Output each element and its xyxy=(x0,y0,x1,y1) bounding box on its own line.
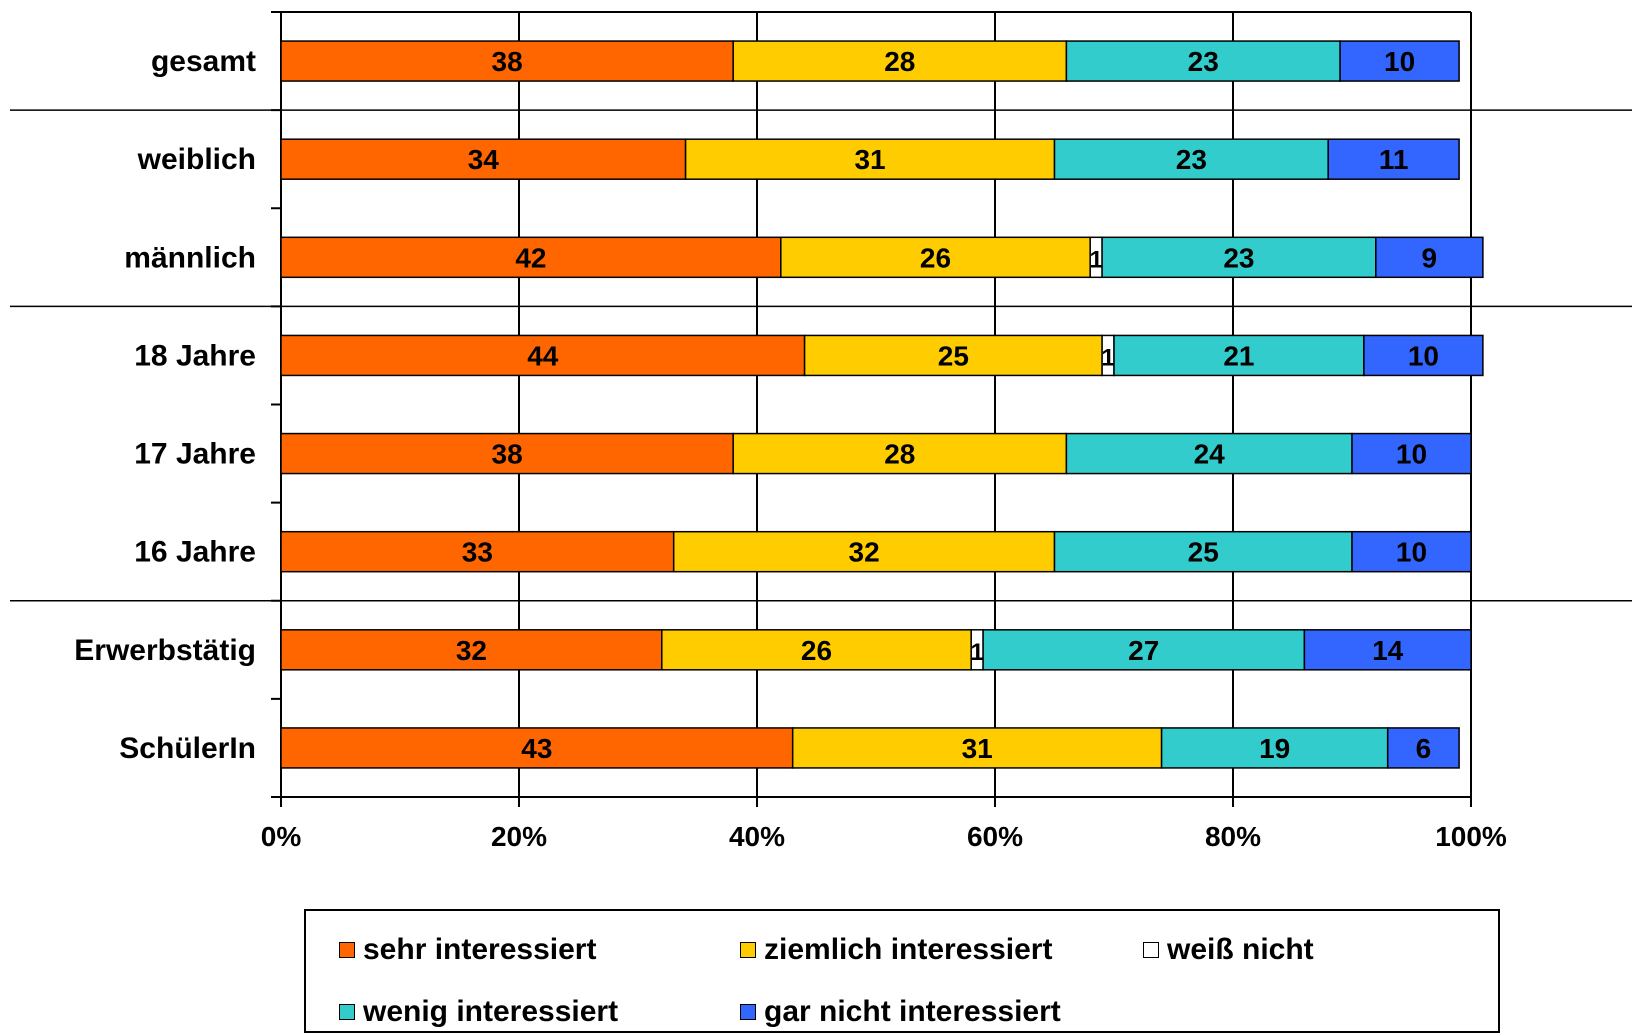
x-tick-label: 60% xyxy=(967,821,1023,852)
legend-swatch xyxy=(1143,942,1159,958)
data-label: 34 xyxy=(468,144,500,175)
data-label: 19 xyxy=(1259,733,1290,764)
data-label: 32 xyxy=(456,635,487,666)
bar-segment xyxy=(280,629,663,671)
legend-swatch xyxy=(339,1004,355,1020)
bar-segment xyxy=(1339,40,1460,82)
data-label: 38 xyxy=(492,46,523,77)
legend-label: gar nicht interessiert xyxy=(764,995,1061,1028)
bar-segment xyxy=(684,138,1056,180)
legend-item: weiß nicht xyxy=(1143,933,1314,967)
data-label: 28 xyxy=(884,46,915,77)
data-label: 44 xyxy=(527,340,559,371)
data-label: 42 xyxy=(515,242,546,273)
legend-item: ziemlich interessiert xyxy=(740,933,1052,967)
x-tick-label: 80% xyxy=(1205,821,1261,852)
bar-segment xyxy=(780,236,1091,279)
category-label: männlich xyxy=(124,241,256,274)
legend: sehr interessiert ziemlich interessiert we… xyxy=(304,909,1500,1033)
legend-label: sehr interessiert xyxy=(363,933,597,966)
data-label: 10 xyxy=(1384,46,1415,77)
bar-segment xyxy=(1386,727,1460,769)
legend-item: sehr interessiert xyxy=(339,933,596,967)
bar-segment xyxy=(1065,40,1341,82)
data-label: 10 xyxy=(1396,439,1427,470)
bar-segment xyxy=(672,530,1056,573)
bar-segment xyxy=(732,432,1068,475)
bar-segment xyxy=(280,40,734,82)
bar-segment xyxy=(280,432,734,475)
legend-swatch xyxy=(339,942,355,958)
x-tick-label: 100% xyxy=(1435,821,1507,852)
x-tick-label: 40% xyxy=(729,821,785,852)
category-label: gesamt xyxy=(151,45,256,78)
stacked-bar-chart: 0% 20% 40% 60% 80% 100% gesamt 38 28 23 10 weiblich… xyxy=(10,11,1632,852)
bar-segment xyxy=(1303,629,1472,671)
data-label: 1 xyxy=(1101,344,1114,371)
data-label: 11 xyxy=(1379,144,1409,175)
bar-segment xyxy=(280,727,794,769)
data-label: 25 xyxy=(938,340,969,371)
data-label: 10 xyxy=(1408,340,1439,371)
data-label: 26 xyxy=(801,635,832,666)
legend-label: weiß nicht xyxy=(1167,933,1314,966)
data-label: 38 xyxy=(492,439,523,470)
legend-item: gar nicht interessiert xyxy=(740,995,1061,1029)
data-label: 33 xyxy=(462,537,493,568)
legend-item: wenig interessiert xyxy=(339,995,618,1029)
data-label: 14 xyxy=(1372,635,1404,666)
bar-segment xyxy=(1363,334,1484,377)
data-label: 1 xyxy=(970,639,983,666)
bar-segment xyxy=(1053,530,1353,573)
data-label: 9 xyxy=(1422,242,1438,273)
bar-segment xyxy=(791,727,1163,769)
data-label: 25 xyxy=(1188,537,1219,568)
legend-swatch xyxy=(740,1004,756,1020)
category-label: 17 Jahre xyxy=(134,438,256,471)
bar-segment xyxy=(1351,530,1472,573)
data-label: 31 xyxy=(854,144,885,175)
bar-segment xyxy=(661,629,972,671)
data-label: 23 xyxy=(1176,144,1207,175)
x-tick-label: 20% xyxy=(491,821,547,852)
data-label: 28 xyxy=(884,439,915,470)
bar-segment xyxy=(280,334,806,377)
bar-segment xyxy=(1053,138,1329,180)
x-tick-label: 0% xyxy=(261,821,302,852)
category-label: weiblich xyxy=(137,143,256,176)
bar-segment xyxy=(732,40,1068,82)
data-label: 1 xyxy=(1089,246,1102,273)
category-label: 16 Jahre xyxy=(134,536,256,569)
data-label: 31 xyxy=(962,733,993,764)
data-label: 43 xyxy=(521,733,552,764)
category-label: SchülerIn xyxy=(119,732,256,765)
bar-segment xyxy=(1327,138,1460,180)
data-label: 27 xyxy=(1128,635,1159,666)
data-label: 21 xyxy=(1223,340,1254,371)
bar-segment xyxy=(1375,236,1484,279)
data-label: 23 xyxy=(1188,46,1219,77)
data-label: 26 xyxy=(920,242,951,273)
bar-segment xyxy=(1351,432,1472,475)
legend-label: wenig interessiert xyxy=(363,995,619,1028)
data-label: 24 xyxy=(1194,439,1226,470)
data-label: 6 xyxy=(1416,733,1432,764)
category-label: 18 Jahre xyxy=(134,339,256,372)
data-label: 10 xyxy=(1396,537,1427,568)
category-label: Erwerbstätig xyxy=(74,634,256,667)
data-label: 23 xyxy=(1223,242,1254,273)
data-label: 32 xyxy=(849,537,880,568)
legend-label: ziemlich interessiert xyxy=(764,933,1053,966)
legend-swatch xyxy=(740,942,756,958)
